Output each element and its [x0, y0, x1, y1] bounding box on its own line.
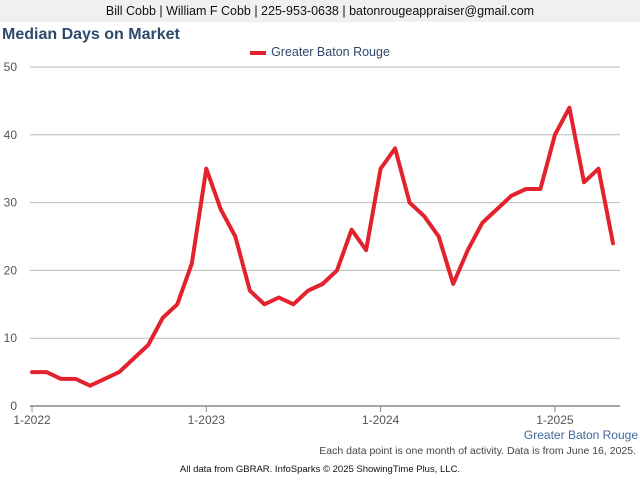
y-tick-label: 40	[4, 128, 18, 142]
footer-credit: All data from GBRAR. InfoSparks © 2025 S…	[179, 464, 461, 475]
contact-header: Bill Cobb | William F Cobb | 225-953-063…	[0, 0, 640, 22]
x-tick-label: 1-2024	[362, 413, 400, 427]
y-tick-label: 10	[4, 331, 18, 345]
y-tick-label: 50	[4, 60, 18, 74]
x-tick-label: 1-2023	[188, 413, 226, 427]
legend: Greater Baton Rouge	[0, 45, 640, 59]
data-note: Each data point is one month of activity…	[319, 445, 636, 457]
y-tick-label: 30	[4, 196, 18, 210]
chart-title: Median Days on Market	[2, 26, 180, 43]
legend-label: Greater Baton Rouge	[271, 45, 390, 59]
y-tick-label: 20	[4, 263, 18, 277]
y-tick-label: 0	[10, 399, 17, 413]
x-tick-label: 1-2025	[536, 413, 574, 427]
legend-swatch	[250, 50, 267, 55]
series-line-greater-baton-rouge	[30, 105, 615, 388]
x-tick-label: 1-2022	[13, 413, 51, 427]
series-label: Greater Baton Rouge	[523, 428, 638, 442]
